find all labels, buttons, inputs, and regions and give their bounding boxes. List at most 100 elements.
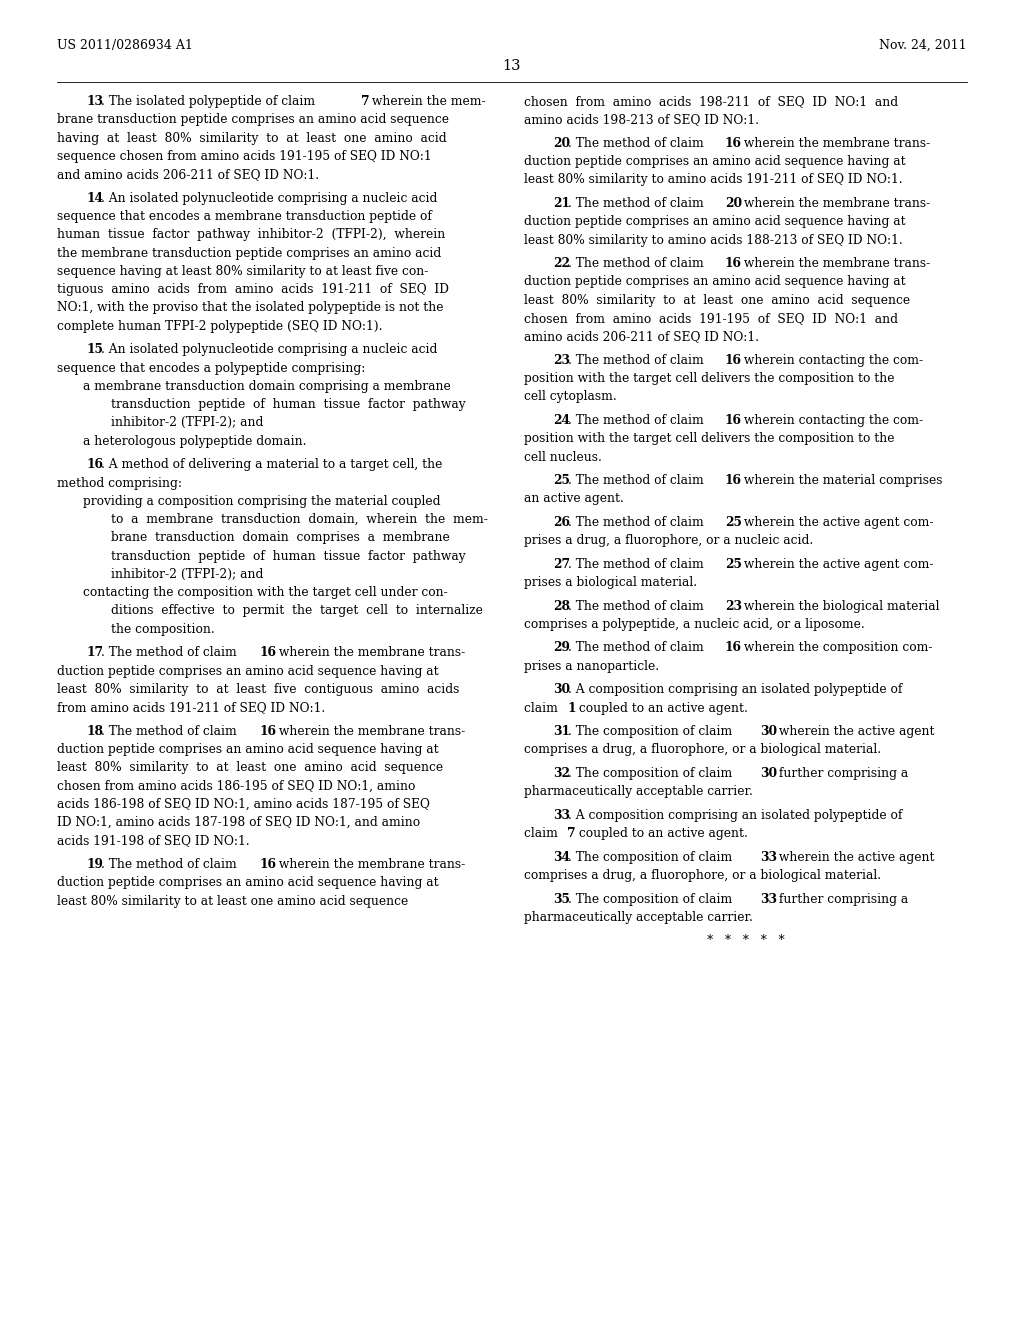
Text: . A composition comprising an isolated polypeptide of: . A composition comprising an isolated p… bbox=[568, 684, 902, 696]
Text: 17: 17 bbox=[86, 647, 103, 659]
Text: duction peptide comprises an amino acid sequence having at: duction peptide comprises an amino acid … bbox=[524, 276, 906, 288]
Text: *   *   *   *   *: * * * * * bbox=[707, 935, 784, 948]
Text: a membrane transduction domain comprising a membrane: a membrane transduction domain comprisin… bbox=[83, 380, 451, 393]
Text: 16: 16 bbox=[725, 474, 741, 487]
Text: position with the target cell delivers the composition to the: position with the target cell delivers t… bbox=[524, 432, 895, 445]
Text: providing a composition comprising the material coupled: providing a composition comprising the m… bbox=[83, 495, 440, 508]
Text: . The composition of claim: . The composition of claim bbox=[568, 767, 736, 780]
Text: ID NO:1, amino acids 187-198 of SEQ ID NO:1, and amino: ID NO:1, amino acids 187-198 of SEQ ID N… bbox=[57, 816, 421, 829]
Text: 23: 23 bbox=[553, 354, 569, 367]
Text: least 80% similarity to amino acids 188-213 of SEQ ID NO:1.: least 80% similarity to amino acids 188-… bbox=[524, 234, 903, 247]
Text: further comprising a: further comprising a bbox=[775, 892, 908, 906]
Text: brane transduction peptide comprises an amino acid sequence: brane transduction peptide comprises an … bbox=[57, 114, 450, 127]
Text: comprises a drug, a fluorophore, or a biological material.: comprises a drug, a fluorophore, or a bi… bbox=[524, 869, 882, 882]
Text: . The method of claim: . The method of claim bbox=[101, 725, 241, 738]
Text: wherein the membrane trans-: wherein the membrane trans- bbox=[274, 858, 465, 871]
Text: inhibitor-2 (TFPI-2); and: inhibitor-2 (TFPI-2); and bbox=[112, 568, 264, 581]
Text: pharmaceutically acceptable carrier.: pharmaceutically acceptable carrier. bbox=[524, 911, 754, 924]
Text: and amino acids 206-211 of SEQ ID NO:1.: and amino acids 206-211 of SEQ ID NO:1. bbox=[57, 168, 319, 181]
Text: 16: 16 bbox=[725, 354, 741, 367]
Text: wherein the membrane trans-: wherein the membrane trans- bbox=[274, 647, 465, 659]
Text: 35: 35 bbox=[553, 892, 569, 906]
Text: acids 191-198 of SEQ ID NO:1.: acids 191-198 of SEQ ID NO:1. bbox=[57, 834, 250, 847]
Text: transduction  peptide  of  human  tissue  factor  pathway: transduction peptide of human tissue fac… bbox=[112, 549, 466, 562]
Text: 19: 19 bbox=[86, 858, 103, 871]
Text: human  tissue  factor  pathway  inhibitor-2  (TFPI-2),  wherein: human tissue factor pathway inhibitor-2 … bbox=[57, 228, 445, 242]
Text: prises a nanoparticle.: prises a nanoparticle. bbox=[524, 660, 659, 673]
Text: 13: 13 bbox=[86, 95, 103, 108]
Text: 16: 16 bbox=[725, 137, 741, 150]
Text: claim: claim bbox=[524, 828, 562, 840]
Text: wherein contacting the com-: wherein contacting the com- bbox=[739, 414, 923, 426]
Text: contacting the composition with the target cell under con-: contacting the composition with the targ… bbox=[83, 586, 447, 599]
Text: an active agent.: an active agent. bbox=[524, 492, 625, 506]
Text: 1: 1 bbox=[567, 702, 575, 714]
Text: . The composition of claim: . The composition of claim bbox=[568, 892, 736, 906]
Text: ditions  effective  to  permit  the  target  cell  to  internalize: ditions effective to permit the target c… bbox=[112, 605, 483, 618]
Text: 28: 28 bbox=[553, 599, 569, 612]
Text: wherein the composition com-: wherein the composition com- bbox=[739, 642, 932, 655]
Text: from amino acids 191-211 of SEQ ID NO:1.: from amino acids 191-211 of SEQ ID NO:1. bbox=[57, 701, 326, 714]
Text: a heterologous polypeptide domain.: a heterologous polypeptide domain. bbox=[83, 434, 306, 447]
Text: 21: 21 bbox=[553, 197, 569, 210]
Text: coupled to an active agent.: coupled to an active agent. bbox=[574, 702, 748, 714]
Text: 25: 25 bbox=[553, 474, 569, 487]
Text: 13: 13 bbox=[503, 59, 521, 73]
Text: . The method of claim: . The method of claim bbox=[568, 516, 708, 529]
Text: 18: 18 bbox=[86, 725, 103, 738]
Text: 16: 16 bbox=[260, 725, 276, 738]
Text: wherein contacting the com-: wherein contacting the com- bbox=[739, 354, 923, 367]
Text: 22: 22 bbox=[553, 257, 569, 271]
Text: duction peptide comprises an amino acid sequence having at: duction peptide comprises an amino acid … bbox=[57, 876, 439, 890]
Text: wherein the membrane trans-: wherein the membrane trans- bbox=[739, 137, 930, 150]
Text: chosen  from  amino  acids  198-211  of  SEQ  ID  NO:1  and: chosen from amino acids 198-211 of SEQ I… bbox=[524, 95, 898, 108]
Text: 33: 33 bbox=[553, 809, 569, 822]
Text: NO:1, with the proviso that the isolated polypeptide is not the: NO:1, with the proviso that the isolated… bbox=[57, 301, 443, 314]
Text: cell cytoplasm.: cell cytoplasm. bbox=[524, 391, 617, 404]
Text: 20: 20 bbox=[553, 137, 570, 150]
Text: 25: 25 bbox=[725, 516, 741, 529]
Text: wherein the biological material: wherein the biological material bbox=[739, 599, 939, 612]
Text: 33: 33 bbox=[761, 892, 777, 906]
Text: . The method of claim: . The method of claim bbox=[568, 354, 708, 367]
Text: 16: 16 bbox=[260, 647, 276, 659]
Text: 33: 33 bbox=[761, 850, 777, 863]
Text: . The method of claim: . The method of claim bbox=[568, 137, 708, 150]
Text: least  80%  similarity  to  at  least  five  contiguous  amino  acids: least 80% similarity to at least five co… bbox=[57, 682, 460, 696]
Text: 34: 34 bbox=[553, 850, 569, 863]
Text: . An isolated polynucleotide comprising a nucleic acid: . An isolated polynucleotide comprising … bbox=[101, 191, 437, 205]
Text: wherein the membrane trans-: wherein the membrane trans- bbox=[739, 257, 930, 271]
Text: 24: 24 bbox=[553, 414, 569, 426]
Text: acids 186-198 of SEQ ID NO:1, amino acids 187-195 of SEQ: acids 186-198 of SEQ ID NO:1, amino acid… bbox=[57, 797, 430, 810]
Text: chosen from amino acids 186-195 of SEQ ID NO:1, amino: chosen from amino acids 186-195 of SEQ I… bbox=[57, 780, 416, 792]
Text: wherein the active agent com-: wherein the active agent com- bbox=[739, 558, 933, 570]
Text: wherein the membrane trans-: wherein the membrane trans- bbox=[274, 725, 465, 738]
Text: least  80%  similarity  to  at  least  one  amino  acid  sequence: least 80% similarity to at least one ami… bbox=[57, 762, 443, 775]
Text: 23: 23 bbox=[725, 599, 741, 612]
Text: . The method of claim: . The method of claim bbox=[568, 642, 708, 655]
Text: 7: 7 bbox=[567, 828, 575, 840]
Text: 30: 30 bbox=[761, 767, 777, 780]
Text: 16: 16 bbox=[725, 257, 741, 271]
Text: 25: 25 bbox=[725, 558, 741, 570]
Text: comprises a drug, a fluorophore, or a biological material.: comprises a drug, a fluorophore, or a bi… bbox=[524, 743, 882, 756]
Text: . The method of claim: . The method of claim bbox=[101, 647, 241, 659]
Text: tiguous  amino  acids  from  amino  acids  191-211  of  SEQ  ID: tiguous amino acids from amino acids 191… bbox=[57, 284, 450, 296]
Text: brane  transduction  domain  comprises  a  membrane: brane transduction domain comprises a me… bbox=[112, 532, 451, 544]
Text: complete human TFPI-2 polypeptide (SEQ ID NO:1).: complete human TFPI-2 polypeptide (SEQ I… bbox=[57, 319, 383, 333]
Text: 29: 29 bbox=[553, 642, 569, 655]
Text: duction peptide comprises an amino acid sequence having at: duction peptide comprises an amino acid … bbox=[524, 156, 906, 168]
Text: US 2011/0286934 A1: US 2011/0286934 A1 bbox=[57, 38, 194, 51]
Text: sequence having at least 80% similarity to at least five con-: sequence having at least 80% similarity … bbox=[57, 265, 429, 277]
Text: 32: 32 bbox=[553, 767, 569, 780]
Text: to  a  membrane  transduction  domain,  wherein  the  mem-: to a membrane transduction domain, where… bbox=[112, 513, 488, 527]
Text: . The method of claim: . The method of claim bbox=[568, 414, 708, 426]
Text: 26: 26 bbox=[553, 516, 569, 529]
Text: . The method of claim: . The method of claim bbox=[568, 558, 708, 570]
Text: sequence chosen from amino acids 191-195 of SEQ ID NO:1: sequence chosen from amino acids 191-195… bbox=[57, 150, 432, 162]
Text: amino acids 198-213 of SEQ ID NO:1.: amino acids 198-213 of SEQ ID NO:1. bbox=[524, 114, 759, 127]
Text: coupled to an active agent.: coupled to an active agent. bbox=[574, 828, 748, 840]
Text: 30: 30 bbox=[553, 684, 570, 696]
Text: . The method of claim: . The method of claim bbox=[568, 197, 708, 210]
Text: 31: 31 bbox=[553, 725, 569, 738]
